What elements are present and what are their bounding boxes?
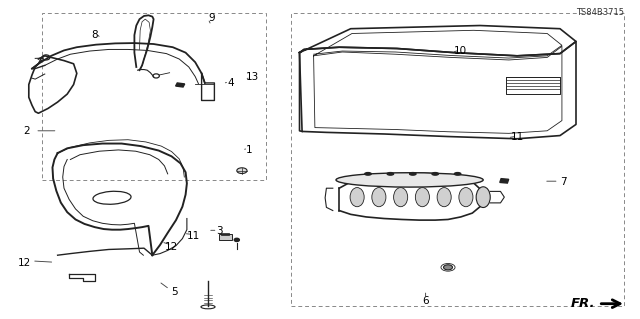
Ellipse shape	[437, 188, 451, 207]
Ellipse shape	[454, 173, 461, 175]
Text: 11: 11	[188, 231, 200, 241]
Ellipse shape	[459, 188, 473, 207]
Text: FR.: FR.	[571, 297, 595, 310]
Ellipse shape	[476, 187, 490, 208]
Ellipse shape	[350, 188, 364, 207]
Text: 3: 3	[216, 226, 223, 236]
Text: 11: 11	[511, 132, 524, 142]
Text: 5: 5	[171, 287, 177, 297]
Bar	[42, 13, 266, 180]
Ellipse shape	[234, 238, 239, 241]
Ellipse shape	[410, 173, 416, 175]
Ellipse shape	[394, 188, 408, 207]
Text: 8: 8	[92, 30, 98, 40]
Bar	[175, 83, 185, 87]
Bar	[291, 13, 624, 306]
Ellipse shape	[372, 188, 386, 207]
Bar	[221, 233, 229, 235]
Bar	[219, 234, 232, 240]
Ellipse shape	[237, 168, 247, 174]
Ellipse shape	[336, 173, 483, 187]
Ellipse shape	[432, 173, 438, 175]
Text: TS84B3715: TS84B3715	[576, 8, 624, 17]
Text: 13: 13	[246, 71, 259, 82]
Ellipse shape	[444, 265, 452, 270]
Bar	[500, 179, 509, 183]
Text: 2: 2	[24, 126, 30, 136]
Text: 7: 7	[560, 177, 566, 187]
Ellipse shape	[415, 188, 429, 207]
Text: 12: 12	[18, 258, 31, 268]
Text: 12: 12	[165, 242, 178, 252]
Ellipse shape	[387, 173, 394, 175]
Text: 6: 6	[422, 296, 429, 307]
Text: 9: 9	[208, 12, 214, 23]
Text: 4: 4	[227, 78, 234, 88]
Text: 1: 1	[246, 145, 253, 155]
Text: 10: 10	[454, 46, 467, 56]
Ellipse shape	[365, 173, 371, 175]
